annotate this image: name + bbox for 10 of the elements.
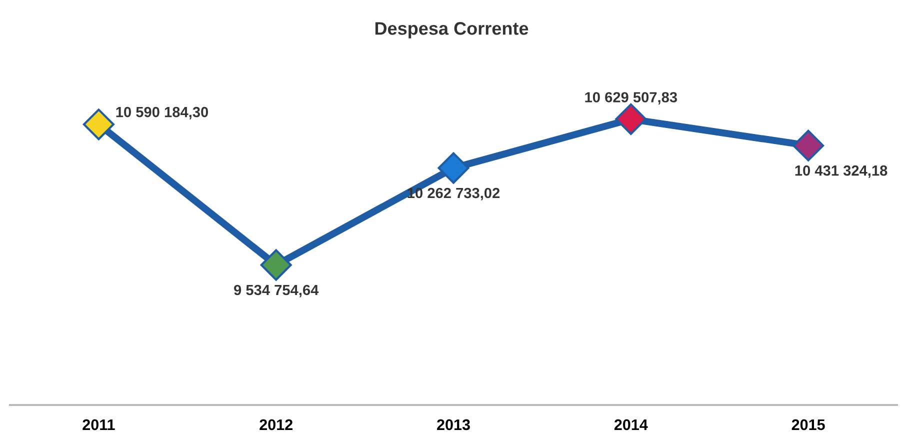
x-tick-label: 2013 [437, 419, 470, 430]
x-tick-label: 2011 [82, 419, 115, 430]
data-label: 10 590 184,30 [116, 106, 208, 120]
data-label: 10 431 324,18 [795, 165, 888, 178]
chart-title: Despesa Corrente [375, 22, 528, 38]
x-tick-label: 2014 [614, 419, 648, 430]
x-tick-label: 2015 [792, 419, 825, 430]
x-tick-label: 2012 [260, 419, 292, 430]
data-label: 10 629 507,83 [585, 92, 678, 105]
data-label: 9 534 754,64 [234, 284, 319, 298]
